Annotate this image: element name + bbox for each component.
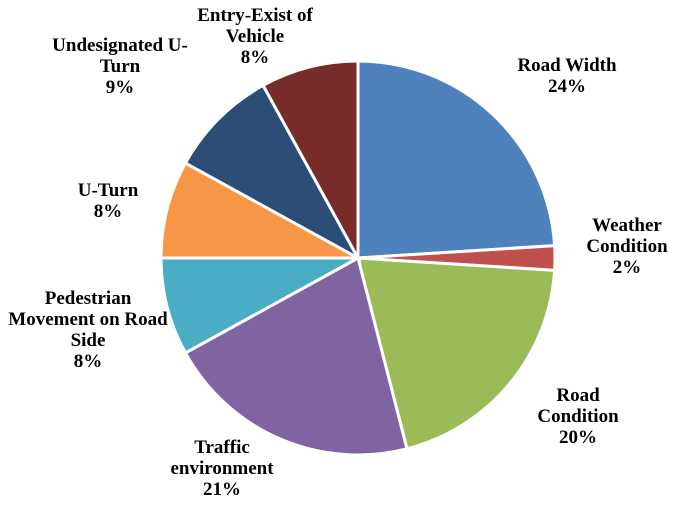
category-label: Road Width: [517, 55, 617, 76]
value-label: 24%: [548, 76, 586, 97]
value-label: 9%: [105, 77, 135, 98]
value-label: 20%: [559, 427, 597, 448]
slice-label: Pedestrian Movement on Road Side 8%: [8, 288, 168, 372]
pie-slice: [356, 256, 557, 451]
pie-slice: [183, 255, 409, 457]
slice-label: Entry-Exist of Vehicle 8%: [175, 5, 335, 68]
pie-slice: [261, 59, 360, 259]
pie-slice: [159, 256, 359, 355]
slice-label: Undesignated U-Turn 9%: [50, 35, 190, 98]
category-label: U-Turn: [77, 180, 139, 201]
slice-label: Traffic environment 21%: [152, 437, 292, 500]
pie-slice: [159, 161, 359, 260]
slice-label: Weather Condition 2%: [572, 215, 674, 278]
value-label: 8%: [93, 201, 123, 222]
pie-slice: [183, 83, 362, 262]
value-label: 8%: [240, 47, 270, 68]
value-label: 8%: [73, 351, 103, 372]
category-label: Weather Condition: [586, 215, 668, 257]
value-label: 21%: [203, 479, 241, 500]
category-label: Undesignated U-Turn: [52, 35, 188, 77]
category-label: Pedestrian Movement on Road Side: [8, 288, 168, 351]
value-label: 2%: [612, 257, 642, 278]
category-label: Entry-Exist of Vehicle: [197, 5, 313, 47]
slice-label: Road Condition 20%: [528, 385, 628, 448]
slice-label: U-Turn 8%: [63, 180, 153, 222]
category-label: Road Condition: [537, 385, 619, 427]
slice-label: Road Width 24%: [502, 55, 632, 97]
pie-slice: [356, 59, 557, 260]
category-label: Traffic environment: [170, 437, 274, 479]
